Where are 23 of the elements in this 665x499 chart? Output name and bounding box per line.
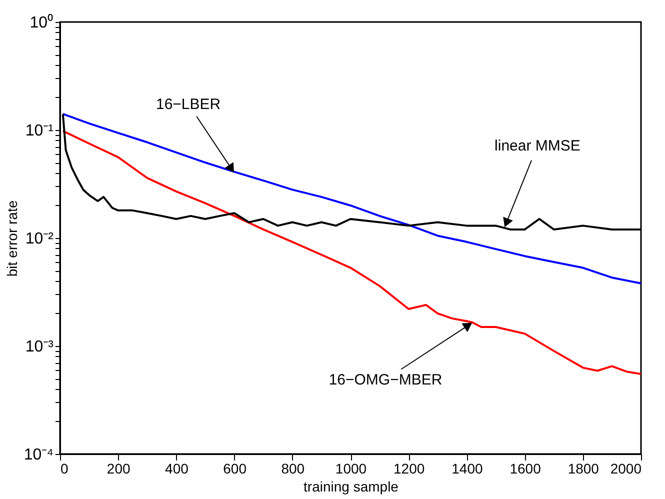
x-tick-label: 1400 — [452, 460, 483, 476]
y-tick-label: 10⁻⁴ — [24, 446, 54, 464]
y-axis-title: bit error rate — [4, 200, 20, 277]
y-tick-label: 10⁰ — [30, 14, 54, 32]
annotation: linear MMSE — [494, 138, 580, 155]
x-tick-label: 1600 — [510, 460, 542, 476]
x-tick-label: 600 — [223, 460, 247, 476]
x-tick-label: 0 — [60, 460, 68, 476]
y-tick-label: 10⁻¹ — [25, 122, 54, 140]
x-tick-label: 1800 — [568, 460, 600, 476]
line-series — [62, 130, 642, 376]
annotation: 16−OMG−MBER — [328, 372, 442, 389]
x-tick-label: 1000 — [335, 460, 367, 476]
x-tick-label: 200 — [106, 460, 130, 476]
y-tick-label: 10⁻³ — [25, 338, 54, 356]
x-tick-label: 800 — [281, 460, 305, 476]
y-tick-label: 10⁻² — [25, 230, 54, 248]
x-tick-label: 400 — [165, 460, 189, 476]
x-tick-label: 1200 — [394, 460, 425, 476]
annotation: 16−LBER — [156, 96, 221, 113]
line-series — [62, 112, 642, 284]
x-axis-title: training sample — [304, 478, 399, 494]
x-tick-label: 2000 — [610, 460, 642, 476]
